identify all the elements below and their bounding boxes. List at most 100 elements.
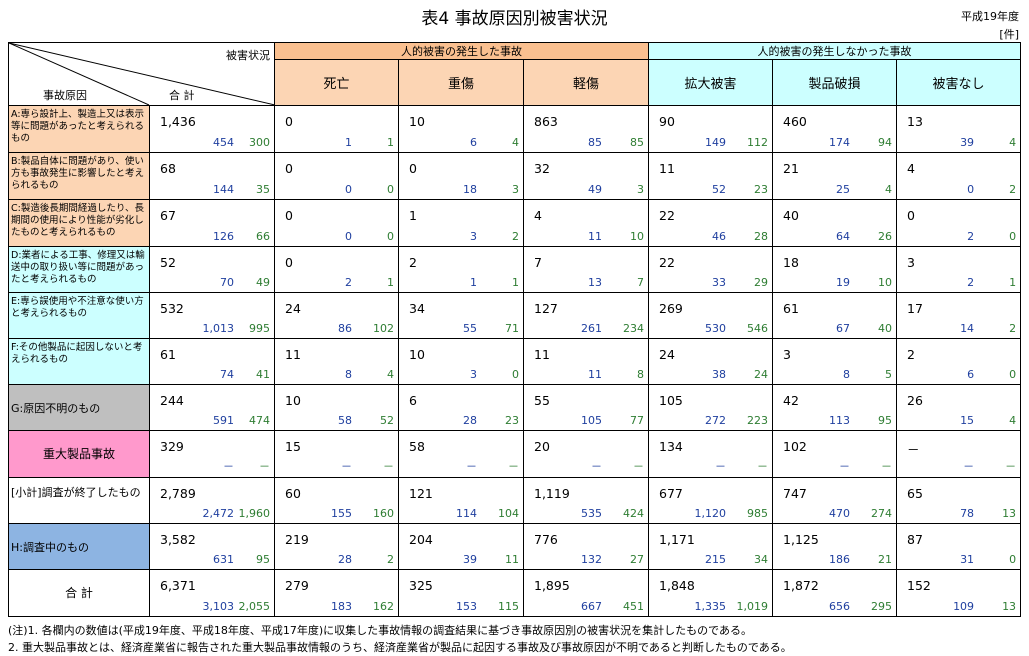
- value-fy18: 215: [705, 553, 727, 566]
- cell-extended-damage: 134 － －: [648, 430, 774, 478]
- table-row: G:原因不明のもの 244 591 474 10 58 52 6 28 23 55 105 77 105 2…: [8, 384, 1022, 431]
- value-fy19: 3: [783, 347, 791, 362]
- value-fy19: 1,119: [534, 486, 570, 501]
- value-fy19: 1,872: [783, 578, 819, 593]
- value-fy19: 24: [659, 347, 675, 362]
- value-fy17: 49: [256, 276, 270, 289]
- value-fy17: 995: [249, 322, 270, 335]
- cell-no-damage: 65 78 13: [896, 477, 1022, 524]
- value-fy17: 295: [871, 600, 893, 613]
- value-fy18: 28: [338, 553, 352, 566]
- value-fy19: 776: [534, 532, 558, 547]
- value-fy18: 1,335: [694, 600, 727, 613]
- value-fy19: 152: [907, 578, 931, 593]
- value-fy18: 8: [843, 368, 851, 381]
- value-fy17: 1: [1009, 276, 1017, 289]
- value-fy18: 3,103: [202, 600, 235, 613]
- total-cell: 67 126 66: [149, 199, 275, 247]
- value-fy17: 0: [512, 368, 519, 381]
- cell-product-damage: 1,872 656 295: [772, 569, 898, 617]
- value-fy19: 65: [907, 486, 923, 501]
- value-fy19: 10: [409, 347, 425, 362]
- total-cell: 329 － －: [149, 430, 275, 478]
- value-fy19: 22: [659, 255, 675, 270]
- value-fy18: 6: [967, 368, 975, 381]
- value-fy17: 2: [1009, 183, 1017, 196]
- value-fy17: 11: [505, 553, 519, 566]
- value-fy19: 60: [285, 486, 301, 501]
- value-fy17: 13: [1002, 507, 1017, 520]
- value-fy17: 985: [747, 507, 769, 520]
- value-fy18: 74: [220, 368, 234, 381]
- value-fy17: －: [383, 460, 394, 473]
- value-fy17: 0: [387, 183, 394, 196]
- value-fy17: 104: [498, 507, 519, 520]
- value-fy17: 3: [637, 183, 645, 196]
- cell-no-damage: 152 109 13: [896, 569, 1022, 617]
- value-fy17: 21: [878, 553, 893, 566]
- value-fy18: 535: [581, 507, 603, 520]
- cell-no-damage: － － －: [896, 430, 1022, 478]
- value-fy18: 656: [829, 600, 851, 613]
- value-fy17: －: [757, 460, 769, 473]
- value-fy18: 8: [345, 368, 352, 381]
- value-fy19: 3: [907, 255, 915, 270]
- cell-no-damage: 3 2 1: [896, 246, 1022, 293]
- value-fy19: 2: [907, 347, 915, 362]
- cell-no-damage: 87 31 0: [896, 523, 1022, 570]
- value-fy19: 204: [409, 532, 433, 547]
- value-fy18: 470: [829, 507, 851, 520]
- value-fy17: 34: [754, 553, 769, 566]
- cell-minor-injury: 20 － －: [522, 430, 650, 478]
- value-fy18: 70: [220, 276, 234, 289]
- fiscal-year-label: 平成19年度: [961, 10, 1019, 23]
- table-row: B:製品自体に問題があり、使い方も事故発生に影響したと考えられるもの 68 144 3…: [8, 152, 1022, 200]
- value-fy17: 23: [505, 414, 519, 427]
- cell-extended-damage: 90 149 112: [648, 105, 774, 153]
- value-fy18: 3: [470, 368, 477, 381]
- value-fy18: 39: [960, 136, 975, 149]
- note-1: (注)1. 各欄内の数値は(平成19年度、平成18年度、平成17年度)に収集した…: [8, 624, 753, 637]
- cell-minor-injury: 11 11 8: [522, 338, 650, 385]
- value-fy19: 10: [409, 114, 425, 129]
- value-fy17: 77: [630, 414, 645, 427]
- value-fy19: 6,371: [160, 578, 196, 593]
- value-fy17: 300: [249, 136, 270, 149]
- value-fy19: 1,848: [659, 578, 695, 593]
- column-header-extended-damage: 拡大被害: [648, 59, 774, 106]
- cell-serious-injury: 10 6 4: [398, 105, 524, 153]
- value-fy18: －: [715, 460, 727, 473]
- value-fy18: 67: [836, 322, 851, 335]
- cell-serious-injury: 0 18 3: [398, 152, 524, 200]
- value-fy17: 1: [387, 136, 394, 149]
- cell-no-damage: 0 2 0: [896, 199, 1022, 247]
- cell-minor-injury: 7 13 7: [522, 246, 650, 293]
- value-fy19: 90: [659, 114, 675, 129]
- cell-minor-injury: 55 105 77: [522, 384, 650, 431]
- value-fy17: 28: [754, 230, 769, 243]
- cell-serious-injury: 58 － －: [398, 430, 524, 478]
- value-fy18: 0: [967, 183, 975, 196]
- accident-cause-cell: 重大製品事故: [8, 430, 150, 478]
- value-fy18: 1: [470, 276, 477, 289]
- value-fy17: 2: [512, 230, 519, 243]
- group-header-human-damage: 人的被害の発生した事故: [273, 41, 650, 61]
- value-fy18: 85: [588, 136, 603, 149]
- table-row: F:その他製品に起因しないと考えられるもの 61 74 41 11 8 4 10 3 0 11 11 8…: [8, 338, 1022, 385]
- value-fy17: 71: [505, 322, 519, 335]
- cell-death: 0 1 1: [274, 105, 399, 153]
- cell-product-damage: 1,125 186 21: [772, 523, 898, 570]
- value-fy17: 27: [630, 553, 645, 566]
- column-header-death: 死亡: [274, 59, 399, 106]
- cell-product-damage: 42 113 95: [772, 384, 898, 431]
- value-fy19: 4: [534, 208, 542, 223]
- value-fy19: 61: [783, 301, 799, 316]
- cell-serious-injury: 121 114 104: [398, 477, 524, 524]
- total-cell: 1,436 454 300: [149, 105, 275, 153]
- value-fy19: 219: [285, 532, 309, 547]
- damage-status-label: 被害状況: [226, 49, 270, 62]
- value-fy17: 0: [1009, 553, 1017, 566]
- cell-extended-damage: 1,171 215 34: [648, 523, 774, 570]
- value-fy18: 86: [338, 322, 352, 335]
- table-row: H:調査中のもの 3,582 631 95 219 28 2 204 39 11 776 132 27 1…: [8, 523, 1022, 570]
